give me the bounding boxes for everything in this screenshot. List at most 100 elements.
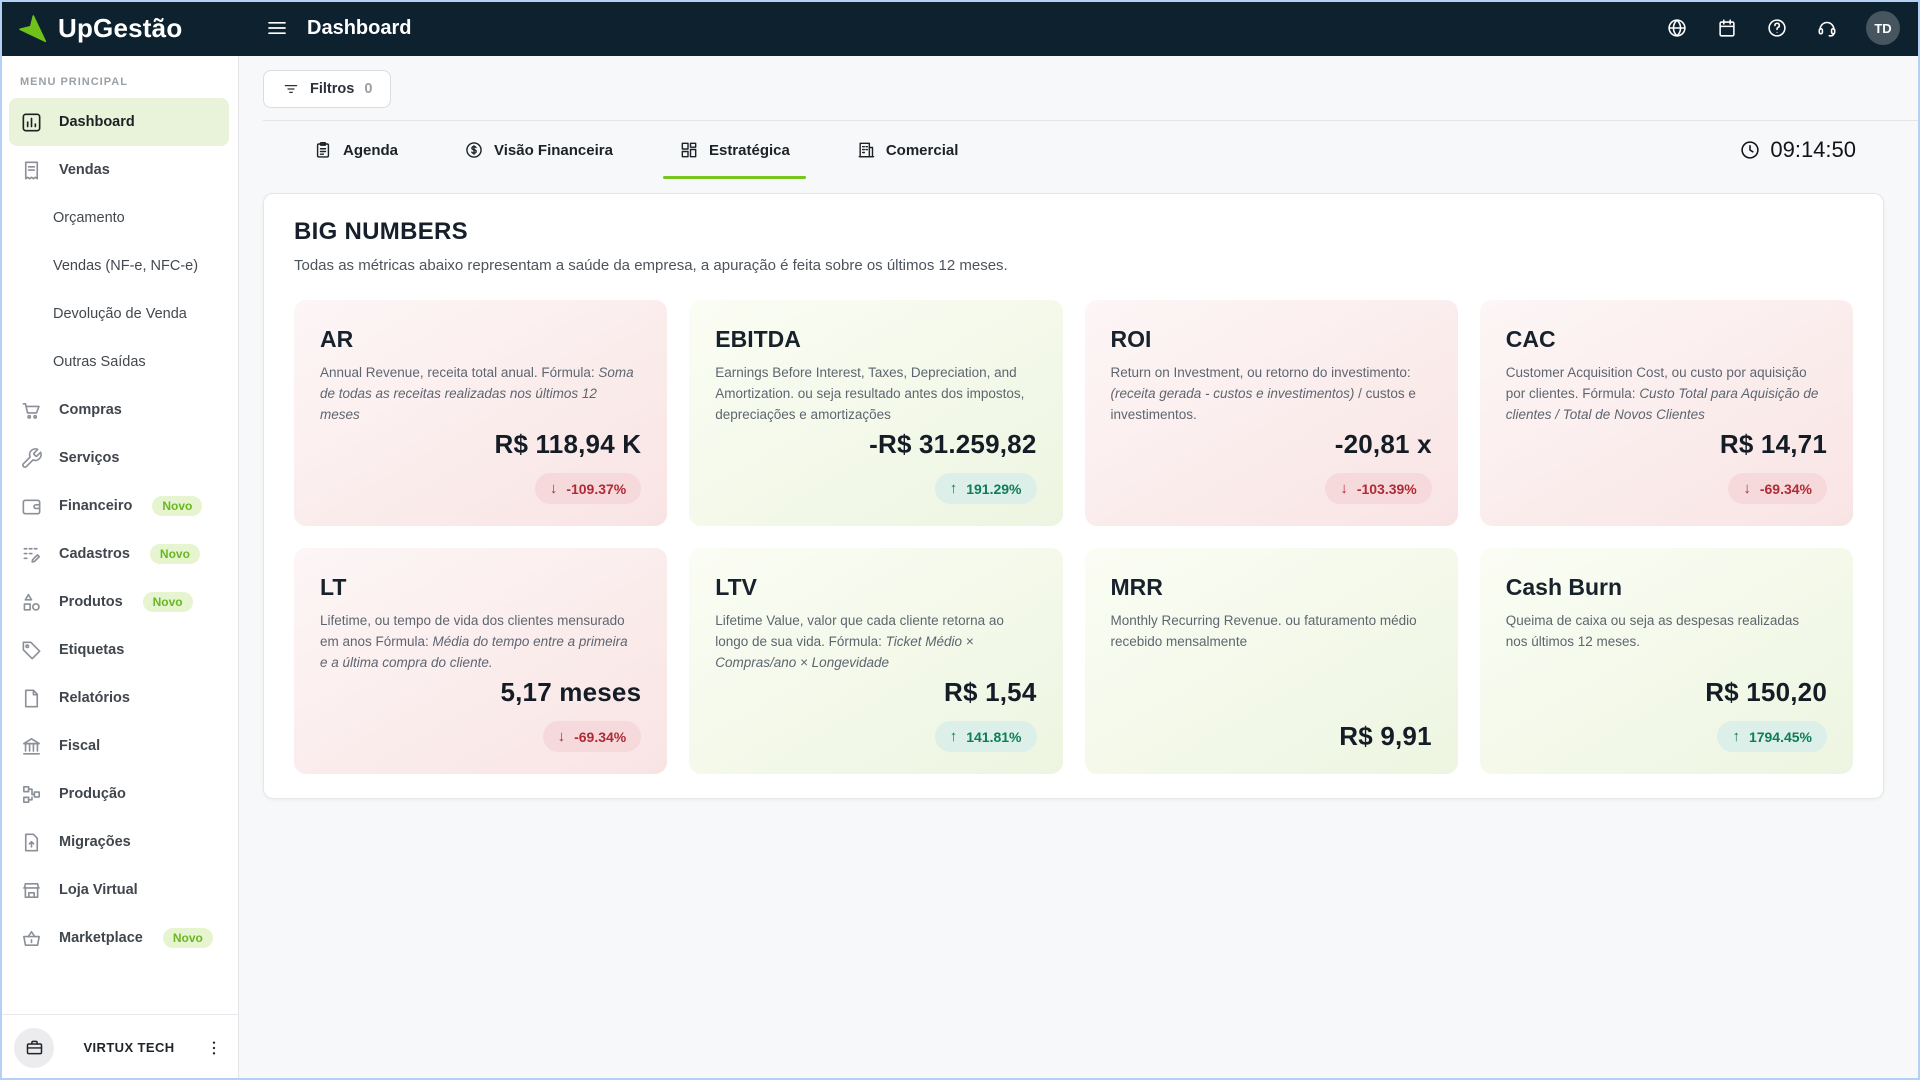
novo-badge: Novo xyxy=(162,928,213,948)
tabs-row: Agenda Visão Financeira Estratégica Comerci… xyxy=(239,121,1920,179)
sidebar-footer: VIRTUX TECH xyxy=(0,1014,238,1080)
arrow-up-icon: ↑ xyxy=(949,728,958,745)
card-description-part: Earnings Before Interest, Taxes, Depreci… xyxy=(715,365,1025,422)
grid-dots-icon xyxy=(20,543,43,566)
tab-estrat-gica[interactable]: Estratégica xyxy=(662,121,806,179)
sidebar-item-produ-o[interactable]: Produção xyxy=(9,770,229,818)
metric-card-title: AR xyxy=(320,326,354,352)
sidebar-item-outras-sa-das[interactable]: Outras Saídas xyxy=(9,338,229,386)
sidebar-item-or-amento[interactable]: Orçamento xyxy=(9,194,229,242)
avatar[interactable]: TD xyxy=(1866,11,1900,45)
metric-card-ebitda: EBITDA Earnings Before Interest, Taxes, D… xyxy=(689,300,1063,526)
sidebar-item-label: Etiquetas xyxy=(59,642,125,658)
sidebar-item-compras[interactable]: Compras xyxy=(9,386,229,434)
sidebar-item-label: Devolução de Venda xyxy=(53,306,187,322)
filters-button[interactable]: Filtros 0 xyxy=(263,70,392,108)
wallet-icon xyxy=(20,495,43,518)
sidebar-item-label: Loja Virtual xyxy=(59,882,138,898)
metric-card-title: MRR xyxy=(1110,574,1163,600)
arrow-up-icon: ↑ xyxy=(1732,728,1740,745)
calendar-icon[interactable] xyxy=(1716,17,1738,39)
sidebar-item-devolu-o-de-venda[interactable]: Devolução de Venda xyxy=(9,290,229,338)
card-description-part: Soma de todas as receitas realizadas nos… xyxy=(320,365,634,422)
metric-card-value: 5,17 meses xyxy=(500,677,642,707)
arrow-down-icon: ↓ xyxy=(1743,480,1751,497)
card-description-part: Queima de caixa ou seja as despesas real… xyxy=(1505,613,1800,649)
headset-icon[interactable] xyxy=(1816,17,1838,39)
basket-icon xyxy=(20,927,43,950)
metric-card-lt: LT Lifetime, ou tempo de vida dos cliente… xyxy=(294,548,668,774)
tab-agenda[interactable]: Agenda xyxy=(297,121,414,179)
sidebar-item-relat-rios[interactable]: Relatórios xyxy=(9,674,229,722)
globe-icon[interactable] xyxy=(1666,17,1688,39)
metric-card-description: Earnings Before Interest, Taxes, Depreci… xyxy=(715,363,1036,426)
bank-icon xyxy=(20,735,43,758)
page-title: Dashboard xyxy=(307,16,412,39)
big-numbers-panel: BIG NUMBERS Todas as métricas abaixo rep… xyxy=(263,193,1884,799)
card-description-part: Custo Total para Aquisição de clientes /… xyxy=(1505,385,1819,422)
tab-vis-o-financeira[interactable]: Visão Financeira xyxy=(448,121,629,179)
metric-card-description: Lifetime, ou tempo de vida dos clientes … xyxy=(320,611,641,674)
trend-badge: ↑ 141.81% xyxy=(934,721,1037,752)
metric-card-description: Queima de caixa ou seja as despesas real… xyxy=(1506,611,1827,653)
hamburger-menu-icon[interactable] xyxy=(265,16,289,40)
metric-card-title: LTV xyxy=(715,574,757,600)
sidebar-item-vendas[interactable]: Vendas xyxy=(9,146,229,194)
sidebar-item-label: Fiscal xyxy=(59,738,101,754)
clock-icon xyxy=(1739,139,1761,161)
sidebar-item-label: Dashboard xyxy=(59,114,135,130)
metric-card-value: R$ 1,54 xyxy=(944,677,1037,707)
sidebar-item-label: Produção xyxy=(59,786,126,802)
metric-card-badge-row: ↓ -109.37% xyxy=(320,473,642,504)
brand-logo-icon xyxy=(16,12,48,44)
trend-value: 191.29% xyxy=(966,480,1022,497)
filters-count: 0 xyxy=(364,81,373,97)
tab-label: Agenda xyxy=(343,141,399,159)
card-description-part: Monthly Recurring Revenue. ou faturament… xyxy=(1110,613,1417,649)
more-options-icon[interactable] xyxy=(204,1037,224,1059)
cart-icon xyxy=(20,399,43,422)
card-description-part: Lifetime Value, valor que cada cliente r… xyxy=(715,613,1004,649)
metric-cards-grid: AR Annual Revenue, receita total anual. F… xyxy=(280,300,1867,774)
sidebar-item-servi-os[interactable]: Serviços xyxy=(9,434,229,482)
sidebar-item-cadastros[interactable]: Cadastros Novo xyxy=(9,530,229,578)
tab-label: Comercial xyxy=(885,141,959,159)
sidebar-item-loja-virtual[interactable]: Loja Virtual xyxy=(9,866,229,914)
clipboard-icon xyxy=(313,140,333,160)
receipt-icon xyxy=(20,159,43,182)
building-icon xyxy=(856,140,876,160)
wrench-icon xyxy=(20,447,43,470)
metric-card-badge-row: ↑ 191.29% xyxy=(715,473,1037,504)
metric-card-value: R$ 118,94 K xyxy=(494,429,642,459)
sidebar-item-migra-es[interactable]: Migrações xyxy=(9,818,229,866)
novo-badge: Novo xyxy=(152,496,203,516)
sidebar-item-vendas-nf-e-nfc-e[interactable]: Vendas (NF-e, NFC-e) xyxy=(9,242,229,290)
sidebar-item-fiscal[interactable]: Fiscal xyxy=(9,722,229,770)
toolbar: Filtros 0 xyxy=(239,56,1920,120)
trend-badge: ↓ -109.37% xyxy=(534,473,642,504)
sidebar-item-financeiro[interactable]: Financeiro Novo xyxy=(9,482,229,530)
clock: 09:14:50 xyxy=(1739,137,1856,163)
help-icon[interactable] xyxy=(1766,17,1788,39)
metric-card-value: -20,81 x xyxy=(1334,429,1432,459)
card-description-part: Média do tempo entre a primeira e a últi… xyxy=(320,633,628,670)
arrow-down-icon: ↓ xyxy=(549,480,558,497)
sidebar-section-label: MENU PRINCIPAL xyxy=(20,76,128,88)
sidebar-item-marketplace[interactable]: Marketplace Novo xyxy=(9,914,229,962)
tab-comercial[interactable]: Comercial xyxy=(840,121,975,179)
metric-card-badge-row: ↓ -103.39% xyxy=(1111,473,1432,504)
metric-card-title: Cash Burn xyxy=(1505,574,1623,600)
trend-badge: ↓ -69.34% xyxy=(1728,473,1827,504)
trend-value: 1794.45% xyxy=(1748,728,1812,745)
company-button[interactable] xyxy=(14,1027,54,1068)
file-upload-icon xyxy=(20,831,43,854)
novo-badge: Novo xyxy=(142,592,193,612)
sidebar-item-label: Relatórios xyxy=(59,690,130,706)
sidebar-item-etiquetas[interactable]: Etiquetas xyxy=(9,626,229,674)
metric-card-title: EBITDA xyxy=(715,326,801,352)
sidebar-item-produtos[interactable]: Produtos Novo xyxy=(9,578,229,626)
sidebar-item-dashboard[interactable]: Dashboard xyxy=(9,98,229,146)
sidebar-item-label: Marketplace xyxy=(59,930,143,946)
novo-badge: Novo xyxy=(149,544,200,564)
arrow-down-icon: ↓ xyxy=(1340,480,1348,497)
